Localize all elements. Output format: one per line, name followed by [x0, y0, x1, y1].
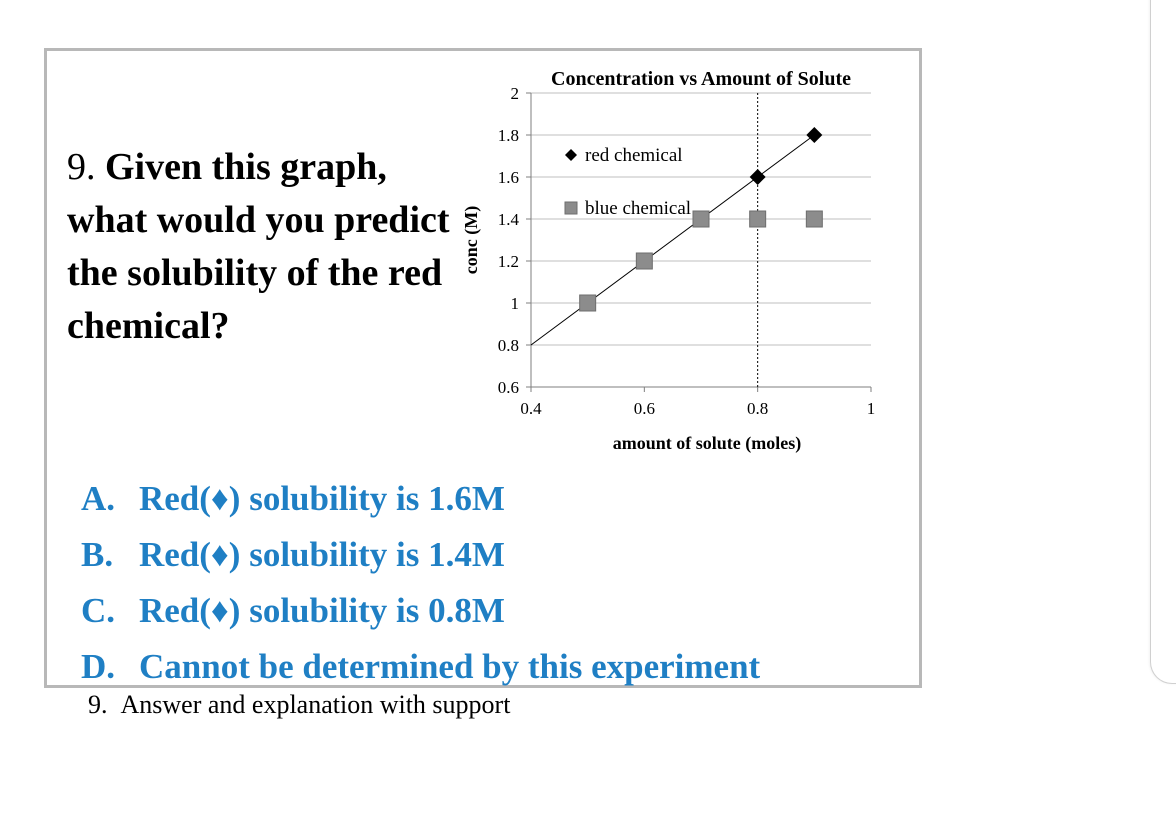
option-d[interactable]: D. Cannot be determined by this experimen… — [81, 639, 760, 695]
y-tick-label: 1.6 — [498, 168, 519, 187]
option-letter: C. — [81, 591, 116, 630]
x-tick-label: 1 — [867, 399, 876, 418]
side-panel — [1150, 0, 1176, 684]
question-text: 9. Given this graph, what would you pred… — [67, 141, 467, 353]
x-tick-label: 0.8 — [747, 399, 768, 418]
option-b[interactable]: B. Red(♦) solubility is 1.4M — [81, 527, 760, 583]
x-axis-label: amount of solute (moles) — [613, 433, 801, 454]
blue-chemical-point — [579, 294, 597, 312]
legend-blue-marker — [564, 201, 578, 215]
option-letter: D. — [81, 647, 116, 686]
y-tick-label: 1 — [511, 294, 520, 313]
blue-chemical-point — [749, 210, 767, 228]
y-tick-label: 1.4 — [498, 210, 520, 229]
blue-chemical-point — [635, 252, 653, 270]
option-text: Red(♦) solubility is 0.8M — [139, 591, 505, 630]
y-axis-label: conc (M) — [461, 206, 482, 274]
y-tick-label: 1.8 — [498, 126, 519, 145]
y-tick-label: 0.8 — [498, 336, 519, 355]
option-letter: B. — [81, 535, 114, 574]
y-tick-label: 2 — [511, 84, 520, 103]
legend-red-marker — [565, 149, 577, 161]
blue-chemical-point — [692, 210, 710, 228]
y-tick-label: 0.6 — [498, 378, 519, 397]
option-text: Red(♦) solubility is 1.6M — [139, 479, 505, 518]
option-letter: A. — [81, 479, 116, 518]
caption-number: 9. — [88, 690, 108, 719]
red-chemical-point — [749, 169, 766, 185]
answer-options: A. Red(♦) solubility is 1.6M B. Red(♦) sol… — [81, 471, 760, 695]
question-slide: 9. Given this graph, what would you pred… — [44, 48, 922, 688]
option-a[interactable]: A. Red(♦) solubility is 1.6M — [81, 471, 760, 527]
question-body: Given this graph, what would you predict… — [67, 146, 450, 347]
x-tick-label: 0.4 — [520, 399, 542, 418]
legend-red-label: red chemical — [585, 145, 683, 166]
caption-text: Answer and explanation with support — [120, 690, 511, 719]
y-tick-label: 1.2 — [498, 252, 519, 271]
question-number: 9. — [67, 146, 96, 188]
option-c[interactable]: C. Red(♦) solubility is 0.8M — [81, 583, 760, 639]
legend-blue-label: blue chemical — [585, 198, 691, 219]
answer-caption: 9. Answer and explanation with support — [88, 690, 510, 720]
option-text: Cannot be determined by this experiment — [139, 647, 761, 686]
x-tick-label: 0.6 — [634, 399, 655, 418]
option-text: Red(♦) solubility is 1.4M — [139, 535, 505, 574]
chart-title: Concentration vs Amount of Solute — [551, 68, 851, 90]
red-chemical-point — [806, 127, 823, 143]
trendline — [530, 134, 815, 346]
blue-chemical-point — [805, 210, 823, 228]
